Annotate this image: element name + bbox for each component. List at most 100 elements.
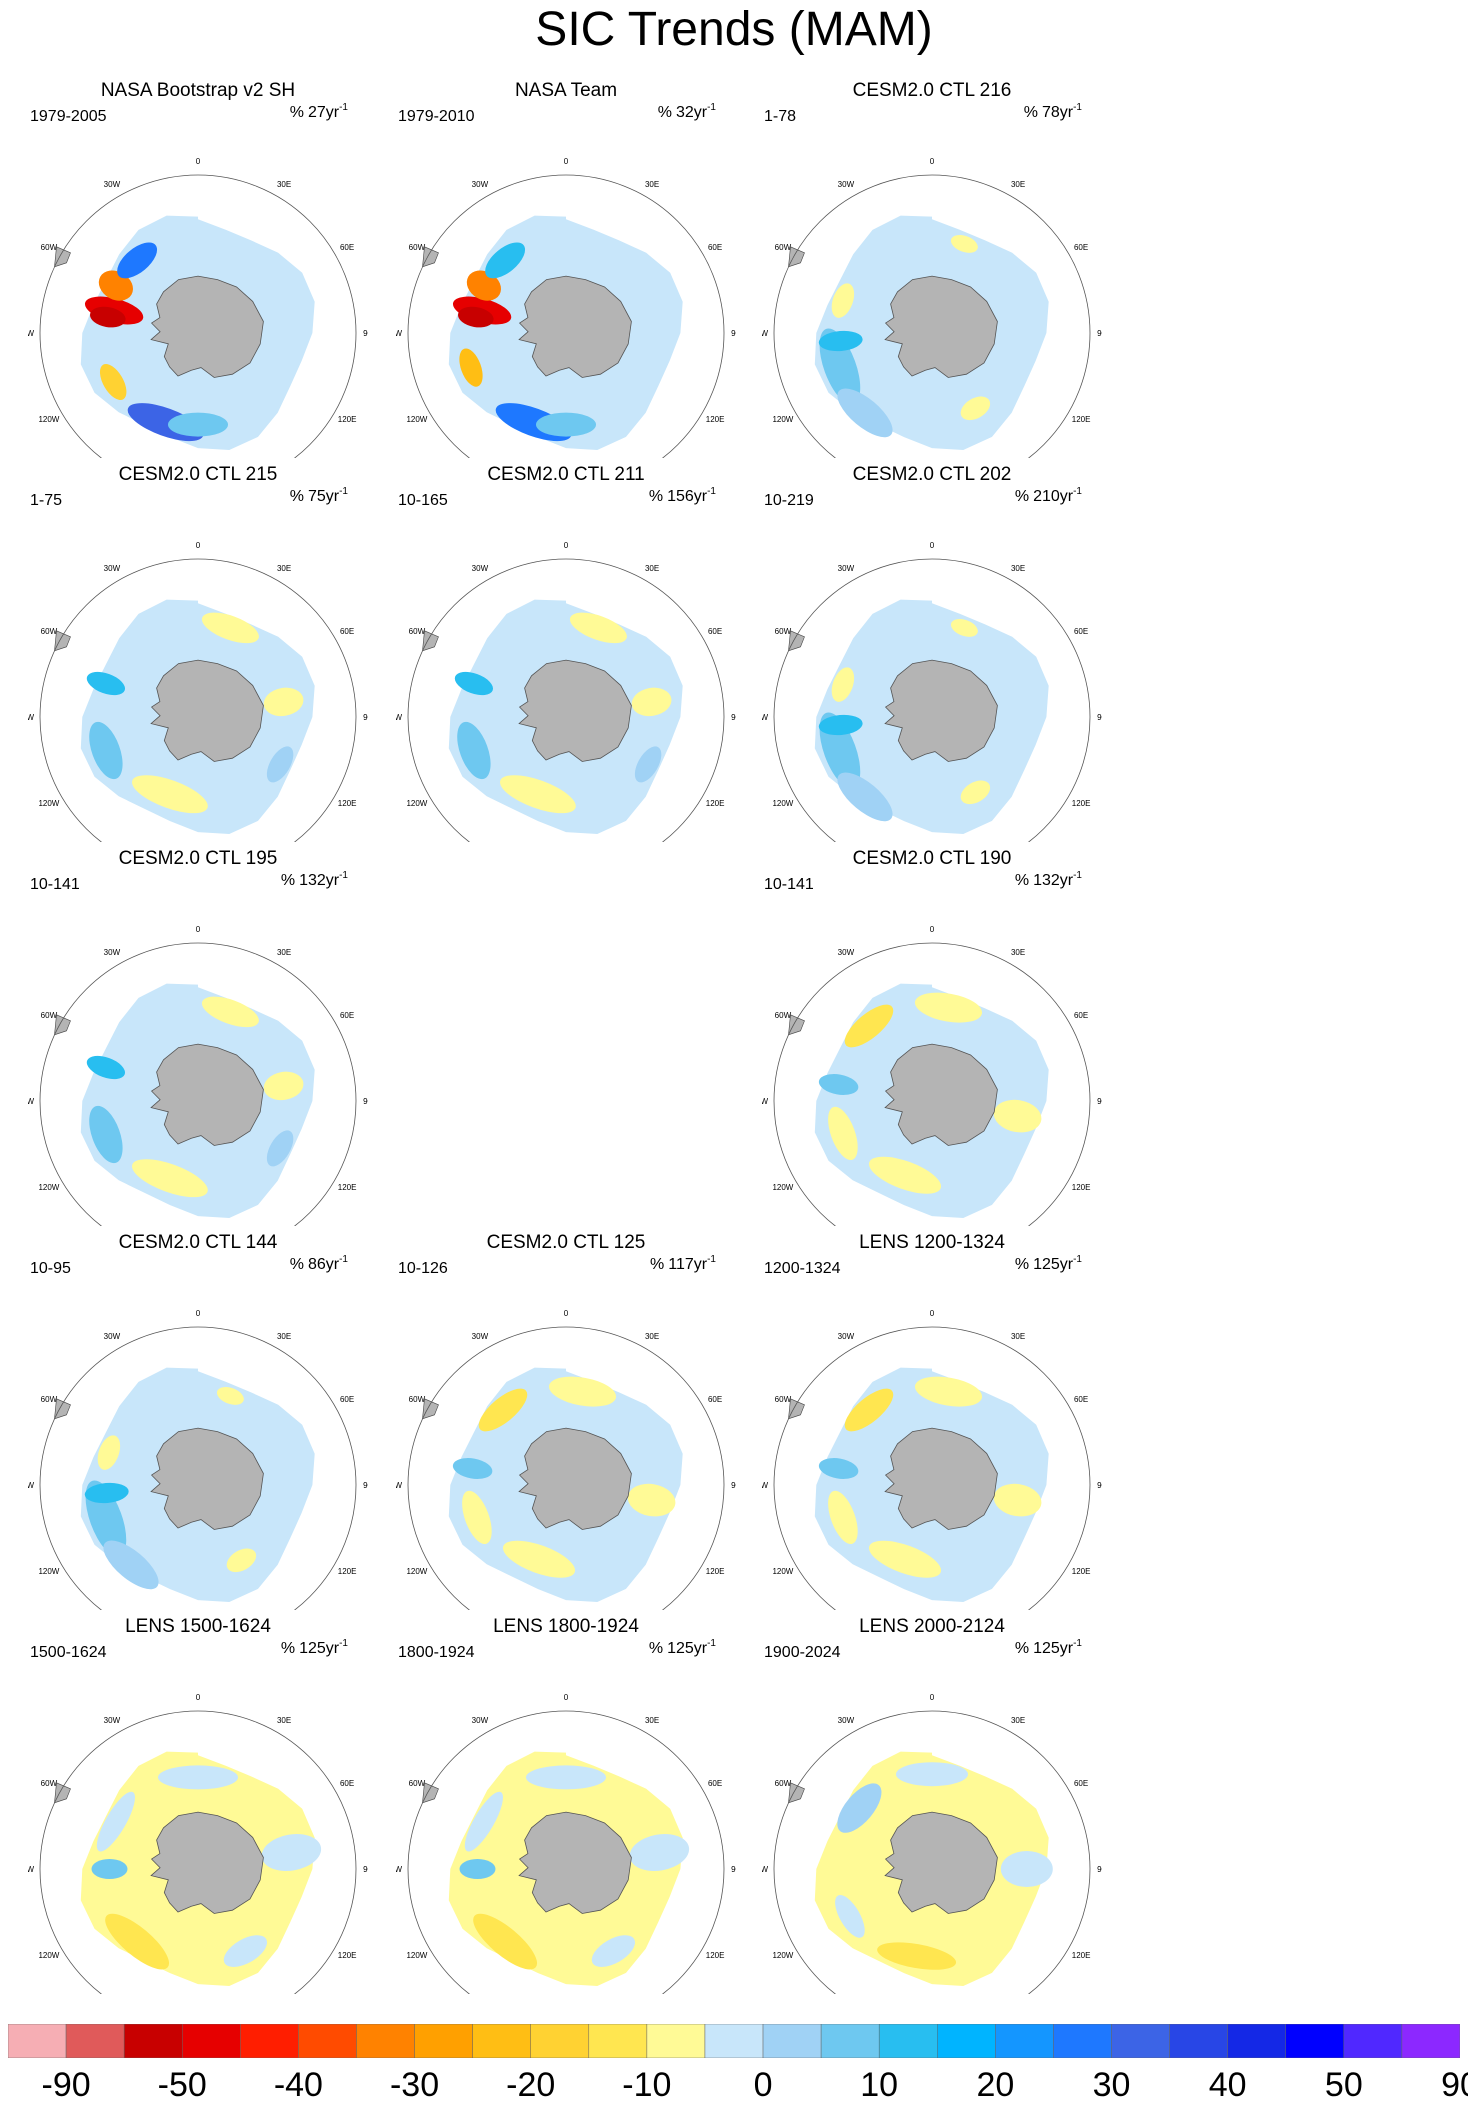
- longitude-label: 30E: [645, 1332, 659, 1341]
- longitude-label: 60W: [409, 627, 426, 636]
- longitude-label: 0: [196, 1693, 201, 1702]
- longitude-label: 60E: [1074, 1779, 1088, 1788]
- longitude-label: 90W: [28, 1481, 34, 1490]
- longitude-label: 120E: [338, 1183, 357, 1192]
- longitude-label: 90W: [396, 713, 402, 722]
- trend-region-2: [478, 1388, 528, 1432]
- trend-unit-value: 125yr: [667, 1640, 708, 1657]
- south-america-tip: [422, 246, 439, 268]
- longitude-label: 60W: [775, 1011, 792, 1020]
- longitude-label: 90E: [363, 1865, 368, 1874]
- panel-period: 1979-2010: [398, 108, 475, 125]
- longitude-label: 0: [930, 157, 935, 166]
- panel-15: LENS 2000-21241900-2024%125yr-1030E60E90…: [762, 1614, 1102, 1994]
- trend-region-4: [828, 1490, 858, 1545]
- longitude-label: 30E: [277, 948, 291, 957]
- longitude-label: 60W: [409, 1395, 426, 1404]
- longitude-label: 90W: [396, 1865, 402, 1874]
- trend-unit-value: 132yr: [299, 872, 340, 889]
- panel-trend-unit: % 125yr-1: [1014, 1254, 1082, 1274]
- antarctica-landmass: [518, 659, 632, 762]
- panel-title: LENS 2000-2124: [859, 1616, 1005, 1637]
- trend-region-6: [84, 1482, 129, 1504]
- longitude-label: 30E: [645, 1716, 659, 1725]
- trend-unit-exponent: -1: [339, 1254, 348, 1265]
- longitude-label: 90E: [731, 713, 736, 722]
- polar-map: 030E60E90E120E150E180150W120W90W60W30W: [28, 925, 368, 1226]
- map-boundary-circle: [407, 1710, 725, 1994]
- longitude-label: 120E: [1072, 1951, 1091, 1960]
- longitude-label: 30W: [104, 948, 121, 957]
- trend-region-1: [158, 1765, 238, 1790]
- longitude-label: 60E: [1074, 243, 1088, 252]
- colorbar-swatch: [1285, 2024, 1345, 2058]
- map-boundary-circle: [39, 174, 357, 458]
- longitude-label: 120E: [706, 415, 725, 424]
- longitude-label: 60W: [41, 627, 58, 636]
- panel-3: CESM2.0 CTL 2161-78%78yr-1030E60E90E120E…: [762, 78, 1102, 458]
- map-boundary-circle: [39, 942, 357, 1226]
- polar-map: 030E60E90E120E150E180150W120W90W60W30W: [762, 1693, 1102, 1994]
- colorbar-tick-label: -20: [506, 2066, 556, 2104]
- map-boundary-circle: [773, 174, 1091, 458]
- longitude-label: 90W: [28, 1097, 34, 1106]
- trend-unit-exponent: -1: [339, 102, 348, 113]
- trend-region-3: [502, 1540, 576, 1578]
- longitude-label: 90W: [762, 1481, 768, 1490]
- longitude-label: 30E: [1011, 948, 1025, 957]
- trend-unit-value: 78yr: [1041, 104, 1074, 121]
- south-america-tip: [54, 246, 71, 268]
- panel-period: 1-75: [30, 492, 63, 509]
- longitude-label: 30W: [838, 180, 855, 189]
- longitude-label: 90E: [731, 1865, 736, 1874]
- longitude-label: 90E: [363, 1481, 368, 1490]
- longitude-label: 30E: [277, 1716, 291, 1725]
- longitude-label: 90E: [363, 329, 368, 338]
- longitude-label: 60W: [41, 243, 58, 252]
- panel-10: CESM2.0 CTL 14410-95%86yr-1030E60E90E120…: [28, 1230, 368, 1610]
- trend-region-5: [960, 396, 991, 421]
- colorbar-swatch: [820, 2024, 880, 2058]
- colorbar-swatch: [995, 2024, 1054, 2058]
- longitude-label: 90E: [363, 1097, 368, 1106]
- antarctica-landmass: [150, 659, 264, 762]
- colorbar-tick-label: 20: [976, 2066, 1015, 2104]
- longitude-label: 60W: [775, 627, 792, 636]
- percent-sign: %: [1023, 104, 1038, 121]
- trend-region-4: [950, 618, 978, 637]
- longitude-label: 30W: [838, 564, 855, 573]
- map-boundary-circle: [39, 558, 357, 842]
- longitude-label: 90W: [28, 329, 34, 338]
- percent-sign: %: [289, 1256, 304, 1273]
- longitude-label: 90E: [1097, 1481, 1102, 1490]
- longitude-label: 30E: [645, 180, 659, 189]
- longitude-label: 120E: [338, 415, 357, 424]
- polar-map: 030E60E90E120E150E180150W120W90W60W30W: [28, 1309, 368, 1610]
- trend-region-6: [91, 1859, 128, 1879]
- trend-unit-exponent: -1: [1073, 486, 1082, 497]
- trend-region-2: [132, 1159, 208, 1198]
- longitude-label: 120W: [38, 799, 59, 808]
- longitude-label: 0: [196, 541, 201, 550]
- trend-region-1: [201, 996, 259, 1028]
- longitude-label: 30E: [1011, 1716, 1025, 1725]
- percent-sign: %: [1014, 1256, 1030, 1273]
- trend-region-3: [457, 721, 491, 780]
- colorbar-tick-label: -40: [273, 2066, 323, 2104]
- south-america-tip: [54, 1014, 71, 1036]
- panel-4: CESM2.0 CTL 2151-75%75yr-1030E60E90E120E…: [28, 462, 368, 842]
- longitude-label: 120W: [772, 1567, 793, 1576]
- longitude-label: 60E: [340, 1011, 354, 1020]
- colorbar-tick-label: 90: [1441, 2066, 1468, 2104]
- antarctica-landmass: [518, 1811, 632, 1914]
- panel-period: 1500-1624: [30, 1644, 107, 1661]
- longitude-label: 60W: [775, 243, 792, 252]
- trend-region-6: [818, 1458, 859, 1479]
- trend-region-2: [457, 306, 494, 328]
- colorbar-swatch: [1401, 2024, 1460, 2058]
- panel-period: 10-141: [30, 876, 80, 893]
- colorbar: [8, 2024, 1460, 2058]
- trend-region-2: [500, 775, 576, 814]
- longitude-label: 90W: [762, 329, 768, 338]
- trend-region-4: [216, 1386, 244, 1405]
